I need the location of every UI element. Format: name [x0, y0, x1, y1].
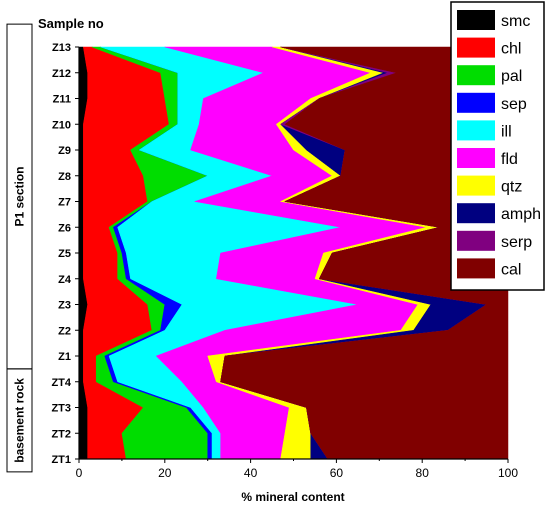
x-tick-labels: 0 20 40 60 80 100: [76, 459, 518, 480]
legend-label-cal: cal: [501, 261, 521, 278]
legend-swatch-smc: [457, 10, 495, 30]
y-tick-label: ZT2: [51, 428, 71, 440]
y-tick-label: Z7: [58, 197, 71, 209]
legend-swatch-ill: [457, 120, 495, 141]
y-tick-label: Z13: [52, 42, 71, 54]
y-tick-labels: ZT1 ZT2 ZT3 ZT4 Z1 Z2 Z3 Z4 Z5 Z6 Z7 Z8 Z9 Z10 Z11 Z12 Z…: [51, 42, 79, 466]
group-label: P1 section: [13, 166, 27, 226]
legend-swatch-qtz: [457, 175, 495, 196]
y-tick-label: Z9: [58, 145, 71, 157]
y-tick-label: Z5: [58, 248, 71, 260]
x-tick-label: 60: [330, 466, 344, 480]
y-tick-label: ZT3: [51, 403, 71, 415]
x-tick-label: 100: [498, 466, 518, 480]
legend-label-pal: pal: [501, 68, 522, 85]
group-box: [6, 23, 33, 370]
y-tick-label: ZT4: [51, 377, 71, 389]
legend-label-fld: fld: [501, 151, 518, 168]
legend-swatch-pal: [457, 65, 495, 86]
y-tick-label: Z10: [52, 119, 71, 131]
legend-label-serp: serp: [501, 234, 532, 251]
y-tick-label: Z2: [58, 325, 71, 337]
legend-label-smc: smc: [501, 13, 530, 30]
x-tick-label: 80: [416, 466, 430, 480]
legend-label-chl: chl: [501, 41, 521, 58]
y-tick-label: Z3: [58, 300, 71, 312]
x-tick-label: 20: [158, 466, 172, 480]
x-tick-label: 0: [76, 466, 83, 480]
stacked-areas: [78, 46, 509, 460]
y-tick-label: Z8: [58, 171, 71, 183]
area-cal: [220, 46, 509, 460]
legend: smc chl pal sep ill fld qtz amph serp cal: [450, 1, 545, 291]
legend-label-amph: amph: [501, 206, 541, 223]
legend-swatch-fld: [457, 148, 495, 168]
x-tick-label: 40: [244, 466, 258, 480]
legend-swatch-cal: [457, 258, 495, 279]
y-tick-label: Z1: [58, 351, 71, 363]
group-label: basement rock: [13, 378, 27, 463]
legend-label-ill: ill: [501, 123, 512, 140]
legend-label-qtz: qtz: [501, 179, 522, 196]
legend-swatch-amph: [457, 203, 495, 224]
legend-swatch-sep: [457, 92, 495, 113]
y-tick-label: Z11: [53, 94, 71, 106]
sample-groups: basement rock P1 section: [6, 23, 33, 473]
legend-swatch-chl: [457, 37, 495, 58]
y-tick-label: Z12: [52, 68, 71, 80]
y-tick-label: Z6: [58, 222, 71, 234]
y-tick-label: ZT1: [51, 454, 71, 466]
legend-swatch-serp: [457, 230, 495, 251]
legend-label-sep: sep: [501, 96, 527, 113]
y-tick-label: Z4: [58, 274, 72, 286]
x-axis-label: % mineral content: [241, 490, 344, 504]
y-axis-header: Sample no: [38, 16, 104, 31]
